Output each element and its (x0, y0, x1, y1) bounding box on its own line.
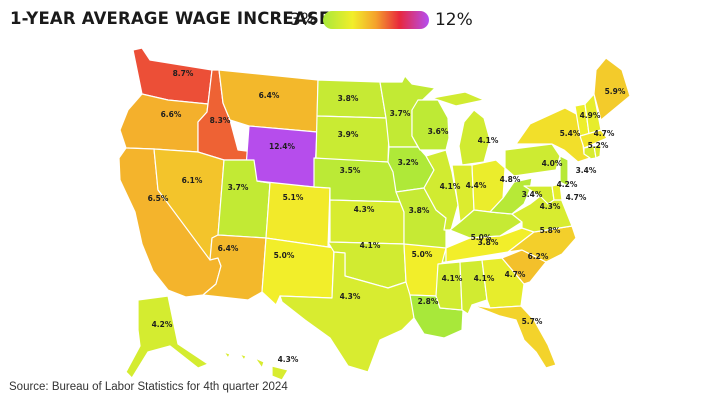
state-wv (489, 177, 533, 215)
state-value-label-mn: 3.7% (390, 109, 411, 118)
state-value-label-nv: 6.1% (182, 176, 203, 185)
state-tx (279, 251, 415, 373)
state-sd (315, 115, 390, 163)
state-value-label-nd: 3.8% (338, 94, 359, 103)
state-value-label-wv: 3.4% (522, 190, 543, 199)
state-de (551, 183, 563, 201)
state-value-label-ca: 6.5% (148, 194, 169, 203)
state-md (523, 185, 555, 205)
state-value-label-wa: 8.7% (173, 69, 194, 78)
state-value-label-or: 6.6% (161, 110, 182, 119)
state-value-label-sc: 6.2% (528, 252, 549, 261)
state-value-label-nc: 5.8% (540, 226, 561, 235)
state-value-label-il: 4.1% (440, 182, 461, 191)
state-value-label-de: 4.7% (566, 193, 587, 202)
state-value-label-ut: 3.7% (228, 183, 249, 192)
state-value-label-nh: 4.7% (594, 129, 615, 138)
state-value-label-ar: 5.0% (412, 250, 433, 259)
state-ri (593, 144, 602, 159)
state-value-label-ms: 4.1% (442, 274, 463, 283)
state-value-label-fl: 5.7% (522, 317, 543, 326)
state-value-label-az: 6.4% (218, 244, 239, 253)
state-value-label-id: 8.3% (210, 116, 231, 125)
state-value-label-wi: 3.6% (428, 127, 449, 136)
state-value-label-mi: 4.1% (478, 136, 499, 145)
state-value-label-tx: 4.3% (340, 292, 361, 301)
state-value-label-ak: 4.2% (152, 320, 173, 329)
state-value-label-ma: 5.2% (588, 141, 609, 150)
state-value-label-la: 2.8% (418, 297, 439, 306)
state-value-label-ga: 4.7% (505, 270, 526, 279)
legend-gradient-bar (322, 11, 429, 29)
state-ms (435, 261, 463, 311)
state-value-label-ks: 4.3% (354, 205, 375, 214)
state-value-label-mo: 3.8% (409, 206, 430, 215)
state-value-label-nj: 3.4% (576, 166, 597, 175)
state-value-label-hi: 4.3% (278, 355, 299, 364)
color-legend: 3% 12% (290, 8, 473, 32)
source-note: Source: Bureau of Labor Statistics for 4… (9, 381, 288, 393)
state-nj (559, 155, 569, 187)
state-value-label-vt: 4.9% (580, 111, 601, 120)
state-ny (515, 107, 591, 163)
state-value-label-mt: 6.4% (259, 91, 280, 100)
state-nm (261, 237, 335, 306)
state-mt (218, 69, 319, 133)
state-value-label-co: 5.1% (283, 193, 304, 202)
state-value-label-me: 5.9% (605, 87, 626, 96)
legend-max-label: 12% (434, 10, 473, 30)
state-value-label-oh: 4.8% (500, 175, 521, 184)
state-me (593, 57, 631, 121)
state-value-label-ky: 3.8% (478, 238, 499, 247)
state-value-label-pa: 4.0% (542, 159, 563, 168)
state-il (423, 149, 459, 231)
state-value-label-ia: 3.2% (398, 158, 419, 167)
map-title: 1-YEAR AVERAGE WAGE INCREASE (10, 9, 331, 28)
state-wi (411, 99, 450, 151)
state-value-label-md: 4.2% (557, 180, 578, 189)
state-mi (431, 91, 491, 166)
state-value-label-sd: 3.9% (338, 130, 359, 139)
state-fl (471, 304, 557, 369)
state-value-label-wy: 12.4% (269, 142, 296, 151)
state-ma (579, 129, 608, 149)
state-value-label-va: 4.3% (540, 202, 561, 211)
state-or (119, 93, 209, 153)
state-value-label-ok: 4.1% (360, 241, 381, 250)
state-ak (125, 295, 209, 379)
state-hi (223, 351, 289, 381)
legend-min-label: 3% (290, 10, 317, 30)
state-value-label-tn: 5.0% (471, 233, 492, 242)
state-value-label-al: 4.1% (474, 274, 495, 283)
state-value-label-ny: 5.4% (560, 129, 581, 138)
state-sc (501, 249, 547, 285)
state-value-label-ne: 3.5% (340, 166, 361, 175)
state-value-label-in: 4.4% (466, 181, 487, 190)
state-value-label-nm: 5.0% (274, 251, 295, 260)
